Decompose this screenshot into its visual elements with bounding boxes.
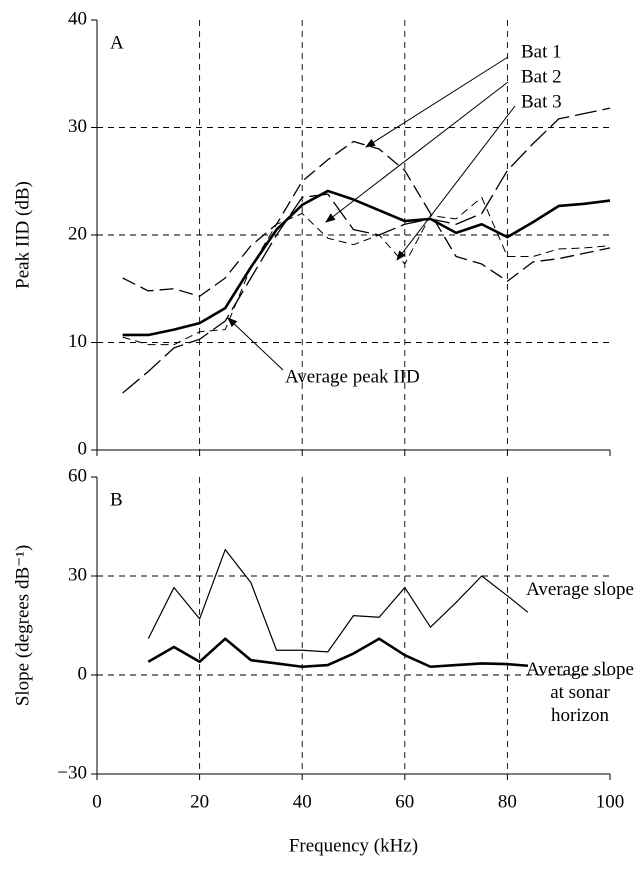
panel-label: A <box>110 32 124 53</box>
series-label: Average slope at sonar horizon <box>526 659 634 726</box>
x-tick-label: 40 <box>293 791 312 812</box>
y-tick-label: 40 <box>68 8 87 29</box>
x-tick-label: 80 <box>498 791 517 812</box>
y-axis-label: Slope (degrees dB⁻¹) <box>12 545 33 706</box>
y-tick-label: 20 <box>68 223 87 244</box>
series-line <box>122 189 611 337</box>
y-tick-label: 10 <box>68 331 87 352</box>
arrow <box>325 81 509 223</box>
x-tick-label: 100 <box>596 791 625 812</box>
series-label: Average peak IID <box>285 366 420 387</box>
x-tick-label: 0 <box>92 791 102 812</box>
panel-label: B <box>110 489 123 510</box>
arrow <box>227 317 284 371</box>
y-tick-label: −30 <box>57 762 87 783</box>
y-tick-label: 0 <box>78 663 88 684</box>
y-tick-label: 0 <box>78 438 88 459</box>
series-label: Average slope <box>526 579 634 600</box>
annotation-arrows <box>227 56 516 371</box>
x-tick-label: 60 <box>395 791 414 812</box>
arrow <box>365 56 509 148</box>
series-line <box>122 196 611 346</box>
arrow <box>396 105 516 261</box>
y-tick-label: 60 <box>68 465 87 486</box>
series-line <box>122 107 611 394</box>
series-line <box>147 637 529 669</box>
series-line <box>147 549 529 653</box>
y-tick-label: 30 <box>68 116 87 137</box>
series-label: Bat 2 <box>521 66 562 87</box>
y-tick-label: 30 <box>68 564 87 585</box>
series-label: Bat 3 <box>521 91 562 112</box>
series-line <box>122 140 611 297</box>
x-tick-label: 20 <box>190 791 209 812</box>
y-axis-label: Peak IID (dB) <box>12 181 33 289</box>
x-axis-label: Frequency (kHz) <box>289 835 418 856</box>
series-label: Bat 1 <box>521 41 562 62</box>
